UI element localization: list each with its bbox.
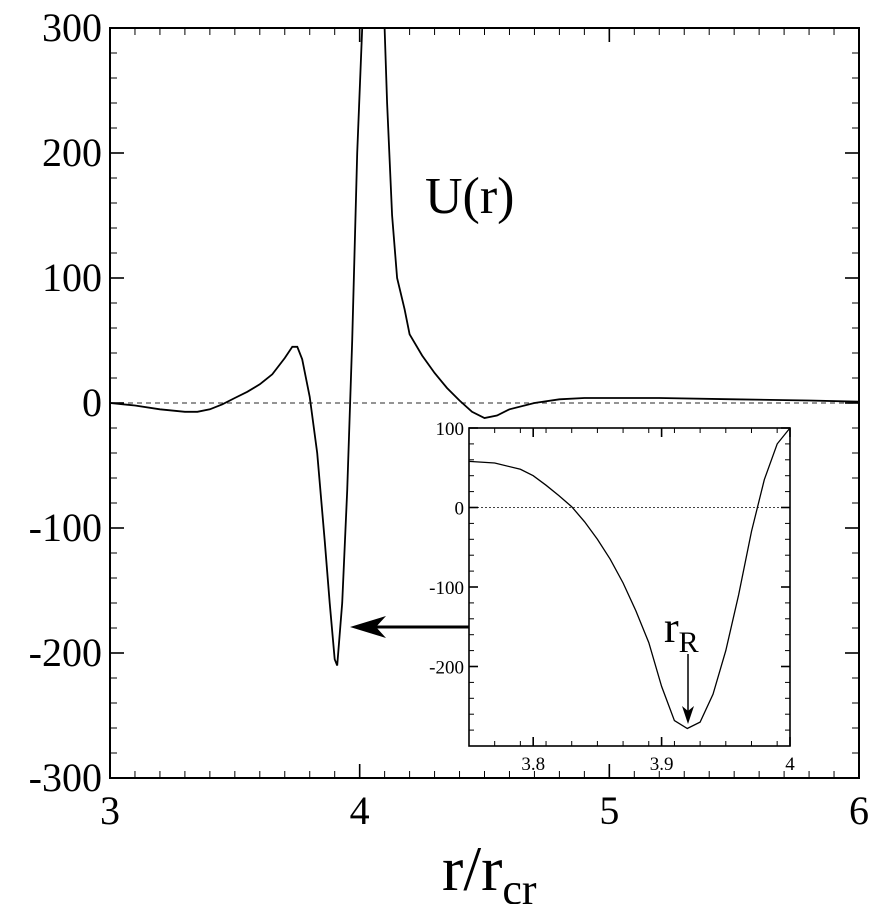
curve-label: U(r) (425, 168, 515, 225)
inset-plot: 3.8 3.9 4 -200 -100 0 100 rR (429, 419, 795, 775)
main-tick-labels: 3 4 5 6 -300 -200 -100 0 100 200 300 (29, 5, 869, 833)
y-tick-label: 0 (455, 499, 465, 520)
x-tick-label: 4 (785, 754, 795, 775)
x-axis-title-sub: cr (502, 865, 537, 904)
inset-ticks (468, 427, 791, 747)
x-tick-label: 3.8 (521, 754, 545, 775)
pointer-arrow (350, 616, 470, 638)
x-tick-label: 4 (350, 788, 370, 833)
x-tick-label: 5 (599, 788, 619, 833)
x-axis-title: r/rcr (442, 833, 537, 904)
series-line-u-of-r (109, 27, 860, 666)
y-tick-label: 300 (42, 5, 102, 50)
y-tick-label: 100 (436, 419, 465, 440)
y-tick-label: 200 (42, 130, 102, 175)
x-tick-label: 3.9 (650, 754, 674, 775)
x-axis-title-main: r/r (442, 833, 502, 904)
y-tick-label: 100 (42, 255, 102, 300)
pointer-arrow-head (350, 616, 386, 638)
inset-annotation-sub: R (679, 626, 699, 659)
main-plot-frame (109, 27, 860, 779)
inset-series-line (468, 427, 791, 730)
inset-tick-labels: 3.8 3.9 4 -200 -100 0 100 (429, 419, 795, 775)
y-tick-label: -100 (429, 578, 464, 599)
inset-annotation: rR (664, 603, 699, 659)
inset-annotation-arrow-head (682, 706, 694, 724)
x-tick-label: 3 (100, 788, 120, 833)
x-tick-label: 6 (849, 788, 869, 833)
y-tick-label: -200 (429, 658, 464, 679)
main-plot: 3 4 5 6 -300 -200 -100 0 100 200 300 (29, 5, 869, 833)
inset-annotation-arrow (682, 654, 694, 724)
inset-background (469, 428, 790, 746)
inset-annotation-main: r (664, 603, 679, 652)
inset-frame (468, 427, 791, 747)
y-tick-label: -300 (29, 755, 102, 800)
y-tick-label: 0 (82, 380, 102, 425)
y-tick-label: -100 (29, 505, 102, 550)
y-tick-label: -200 (29, 630, 102, 675)
